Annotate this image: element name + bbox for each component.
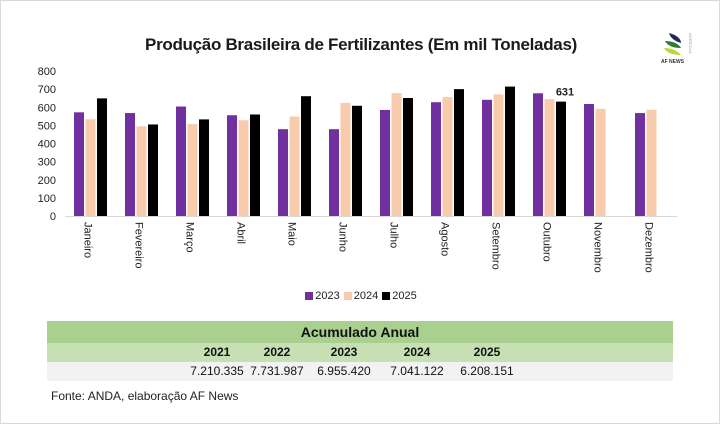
- table-value-cell: 7.210.335: [190, 364, 244, 378]
- legend-label: 2023: [315, 290, 340, 302]
- x-axis: Janeiro Fevereiro Março Abril Maio Junho Julho…: [82, 222, 655, 273]
- x-tick-label: Março: [184, 222, 196, 253]
- bar-2023-abril: [227, 115, 237, 216]
- x-tick-label: Outubro: [541, 222, 553, 262]
- y-axis: 0 100 200 300 400 500 600 700 800: [38, 66, 56, 223]
- table-year-cell: 2024: [403, 345, 431, 359]
- table-values-row: 7.210.335 7.731.987 6.955.420 7.041.122 6.20…: [47, 362, 673, 381]
- bar-2024-abril: [238, 120, 249, 216]
- table-title: Acumulado Anual: [47, 321, 673, 343]
- y-tick-label: 200: [38, 175, 56, 187]
- y-tick-label: 300: [38, 157, 56, 169]
- legend-item-2025: 2025: [382, 290, 417, 302]
- bar-2023-fevereiro: [125, 113, 135, 216]
- legend-label: 2025: [392, 290, 417, 302]
- legend-label: 2024: [353, 290, 379, 302]
- table-value-cell: 7.041.122: [390, 364, 444, 378]
- bar-2024-agosto: [442, 97, 453, 216]
- logo-name: AF NEWS: [661, 59, 685, 65]
- bar-2025-junho: [352, 105, 362, 216]
- bar-2023-janeiro: [74, 112, 84, 216]
- svg-text:AGRÍCOLA: AGRÍCOLA: [688, 33, 693, 54]
- bar-2023-julho: [380, 109, 390, 216]
- bar-2025-janeiro: [97, 98, 107, 216]
- x-tick-label: Dezembro: [643, 222, 655, 273]
- bar-2024-março: [187, 124, 198, 216]
- table-value-cell: 6.208.151: [460, 364, 514, 378]
- annual-total-table: Acumulado Anual 2021 2022 2023 2024 2025 7.2…: [47, 321, 673, 381]
- bar-2025-março: [199, 119, 209, 216]
- x-tick-label: Janeiro: [82, 222, 94, 258]
- bar-2025-fevereiro: [148, 124, 158, 216]
- legend-item-2023: 2023: [305, 290, 340, 302]
- y-tick-label: 500: [38, 120, 56, 132]
- table-year-cell: 2021: [203, 345, 231, 359]
- table-year-cell: 2025: [473, 345, 501, 359]
- x-tick-label: Junho: [337, 222, 349, 252]
- legend-swatch: [305, 292, 314, 300]
- y-tick-label: 400: [38, 139, 56, 151]
- bars: [74, 86, 657, 217]
- bar-2025-julho: [403, 98, 413, 216]
- bar-2023-março: [176, 106, 186, 216]
- x-tick-label: Agosto: [439, 222, 451, 256]
- x-tick-label: Abril: [235, 222, 247, 244]
- source-note: Fonte: ANDA, elaboração AF News: [51, 389, 239, 403]
- y-tick-label: 0: [50, 211, 56, 223]
- x-tick-label: Fevereiro: [133, 222, 145, 268]
- table-value-cell: 6.955.420: [317, 364, 371, 378]
- bar-2025-abril: [250, 114, 260, 216]
- leaf-swoosh-icon: AGRÍCOLA: [664, 33, 693, 55]
- legend-swatch: [382, 292, 391, 300]
- bar-2023-junho: [329, 129, 339, 216]
- legend-item-2024: 2024: [343, 290, 379, 302]
- bar-2023-dezembro: [635, 113, 645, 216]
- y-tick-label: 700: [38, 84, 56, 96]
- data-labels: 631: [556, 87, 574, 99]
- bar-2024-fevereiro: [136, 126, 147, 216]
- bar-2023-maio: [278, 129, 288, 216]
- y-tick-label: 600: [38, 102, 56, 114]
- bar-2024-outubro: [544, 99, 555, 216]
- bar-2023-novembro: [584, 103, 594, 216]
- bar-2024-maio: [289, 116, 300, 216]
- x-tick-label: Novembro: [592, 222, 604, 273]
- bar-2025-outubro: [556, 101, 566, 216]
- table-value-cell: 7.731.987: [250, 364, 304, 378]
- chart-title: Produção Brasileira de Fertilizantes (Em…: [145, 35, 577, 54]
- x-tick-label: Setembro: [490, 222, 502, 270]
- bar-2025-setembro: [505, 86, 515, 217]
- legend: 2023 2024 2025: [1, 290, 720, 303]
- bar-2024-dezembro: [646, 109, 657, 216]
- bar-2024-novembro: [595, 108, 606, 216]
- af-news-logo: AGRÍCOLA: [661, 29, 701, 69]
- bar-2023-agosto: [431, 102, 441, 216]
- x-tick-label: Maio: [286, 222, 298, 246]
- bar-2025-agosto: [454, 89, 464, 216]
- bar-2025-maio: [301, 96, 311, 216]
- table-years-row: 2021 2022 2023 2024 2025: [47, 343, 673, 362]
- x-tick-label: Julho: [388, 222, 400, 248]
- bar-2024-janeiro: [85, 119, 96, 216]
- y-tick-label: 100: [38, 193, 56, 205]
- legend-swatch: [343, 292, 352, 300]
- bar-2023-setembro: [482, 99, 492, 216]
- bar-chart: 0 100 200 300 400 500 600 700 800 Janeiro Feverei…: [38, 66, 677, 273]
- table-year-cell: 2023: [330, 345, 358, 359]
- bar-2024-julho: [391, 93, 402, 216]
- y-tick-label: 800: [38, 66, 56, 78]
- data-label: 631: [556, 87, 574, 99]
- bar-2024-setembro: [493, 94, 504, 216]
- bar-2023-outubro: [533, 93, 543, 216]
- table-year-cell: 2022: [263, 345, 291, 359]
- bar-2024-junho: [340, 102, 351, 216]
